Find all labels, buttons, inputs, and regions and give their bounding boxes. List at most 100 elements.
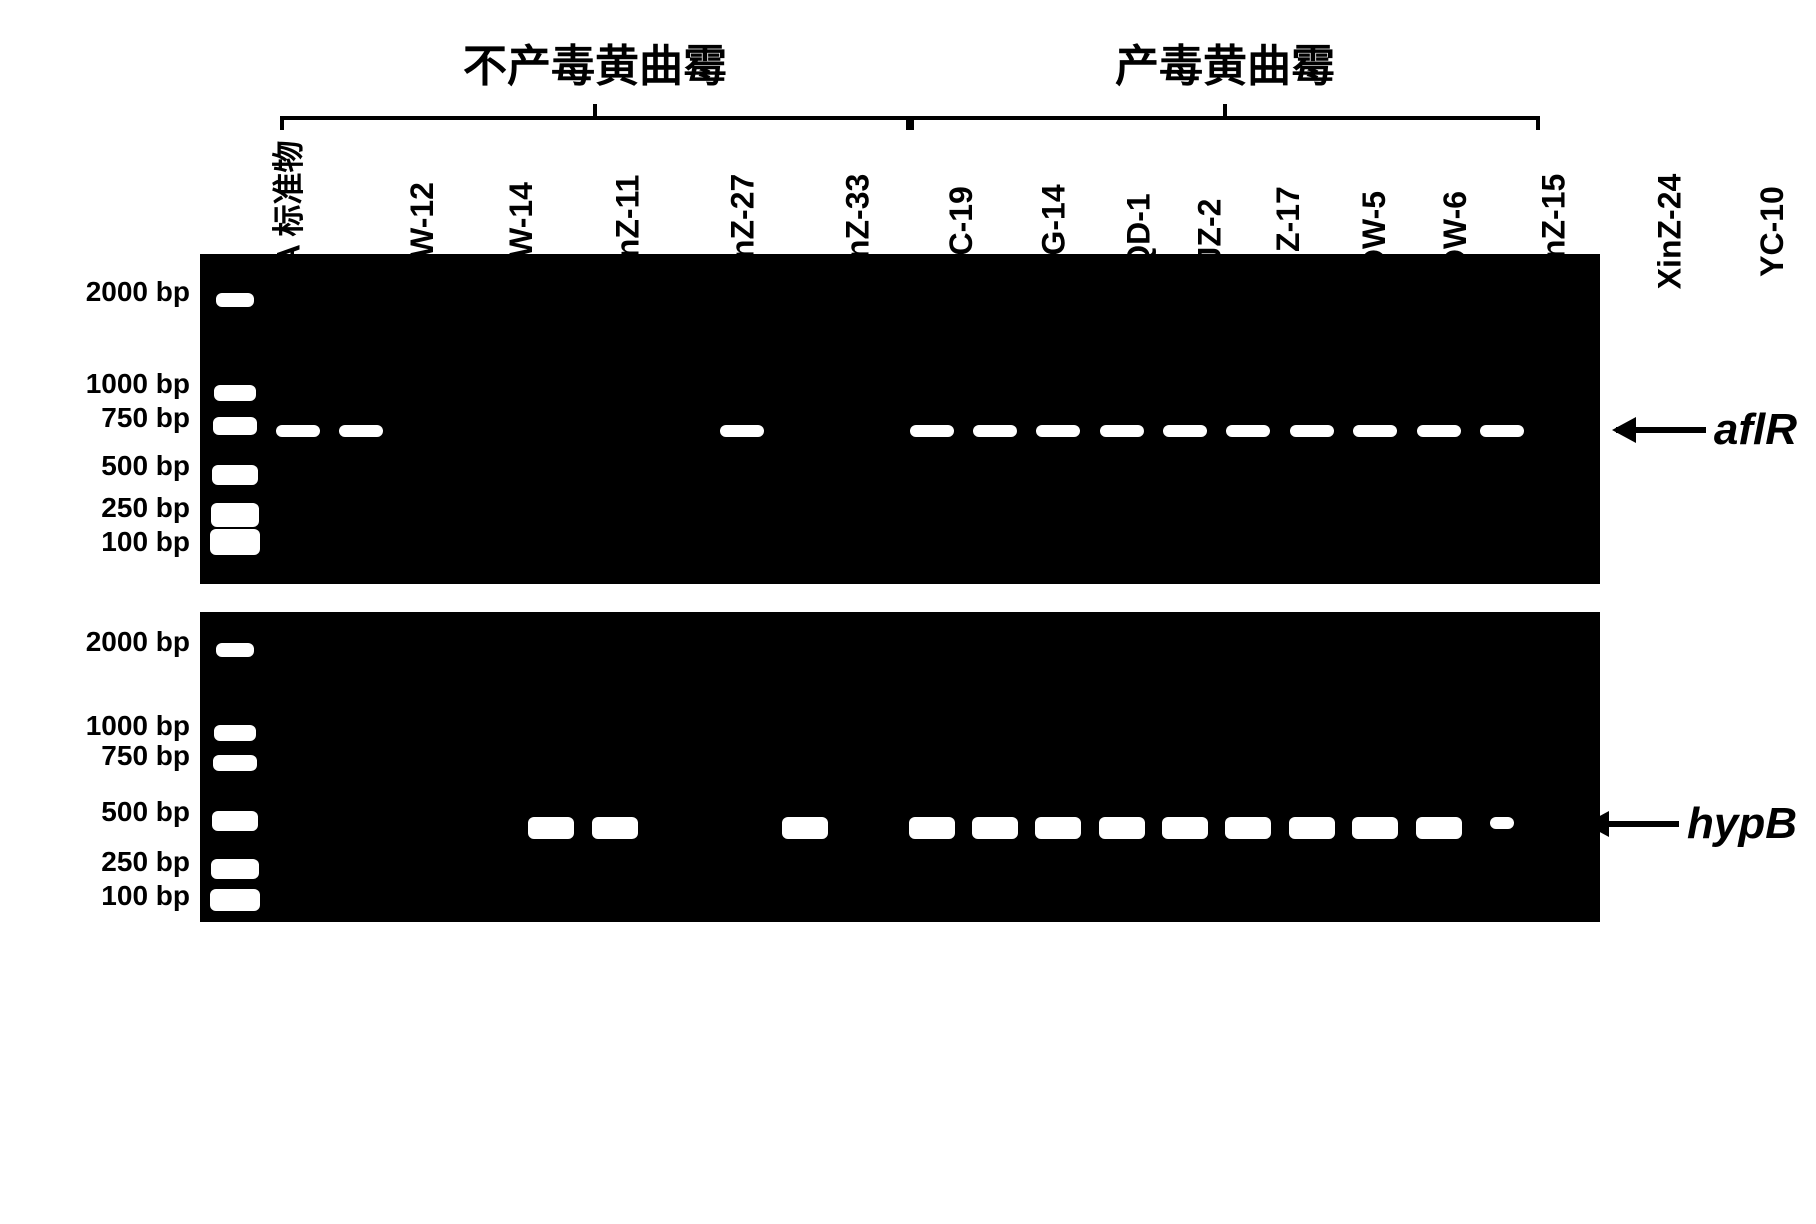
gel-aflR: aflR: [200, 254, 1600, 584]
sample-lane-FX-1: [1407, 615, 1470, 919]
sample-lane-GZ-9: [1470, 257, 1533, 581]
lane-head-YC-19: YC-19: [916, 213, 1007, 250]
lane-head-DW-5: DW-5: [1334, 213, 1415, 250]
sample-band: [782, 817, 828, 839]
gel-aflR-row: 2000 bp1000 bp750 bp500 bp250 bp100 bp a…: [60, 254, 1756, 584]
lane-head-XinZ-24: XinZ-24: [1612, 213, 1728, 250]
sample-band: [1290, 425, 1334, 437]
ladder-band: [216, 643, 254, 657]
water-lane: [1534, 257, 1597, 581]
sample-band: [1226, 425, 1270, 437]
sample-lane-GZ-9: [1470, 615, 1533, 919]
sample-band: [339, 425, 383, 437]
sample-lane-DW-12: [266, 615, 329, 919]
sample-lane-QD-1: [710, 615, 773, 919]
sample-band: [1352, 817, 1398, 839]
sample-lane-JZ-2: [773, 257, 836, 581]
brace-tox: [910, 98, 1540, 128]
sample-lane-DW-5: [900, 257, 963, 581]
sample-band: [972, 817, 1018, 839]
sample-lane-HG-12: [1217, 615, 1280, 919]
lane-head-DW-6: DW-6: [1415, 213, 1496, 250]
lane-head-YC-10: YC-10: [1727, 213, 1816, 250]
ladder-band: [216, 293, 254, 307]
lane-head-YC-10-text: YC-10: [1754, 186, 1791, 277]
sample-lane-JZ-2: [773, 615, 836, 919]
arrow-icon: [1589, 821, 1679, 827]
sample-lane-XinZ-27: [456, 257, 519, 581]
lane-head-GZ-17: GZ-17: [1243, 213, 1334, 250]
sample-lane-HG-14: [647, 615, 710, 919]
size-marker-label: 1000 bp: [86, 368, 190, 400]
group-non-toxigenic: 不产毒黄曲霉: [280, 30, 910, 120]
ladder-band: [213, 417, 257, 435]
ladder-band: [214, 385, 256, 401]
ladder-band: [212, 811, 258, 831]
sample-lane-HG-24: [1280, 615, 1343, 919]
size-marker-label: 100 bp: [101, 880, 190, 912]
sample-lane-GZ-17: [837, 257, 900, 581]
sample-lane-DW-6: [963, 615, 1026, 919]
lane-head-XinZ-33: XinZ-33: [800, 213, 916, 250]
sample-lane-QD-1: [710, 257, 773, 581]
gene-label-hypB: hypB: [1589, 799, 1797, 849]
lane-headers: DNA 标准物DW-12DW-14XinZ-11XinZ-27XinZ-33YC…: [200, 120, 1600, 250]
size-marker-label: 750 bp: [101, 402, 190, 434]
ladder-band: [214, 725, 256, 741]
sample-band: [1289, 817, 1335, 839]
ladder-lane: [203, 615, 266, 919]
gene-label-hypB-text: hypB: [1687, 799, 1797, 849]
sample-lane-HG-14: [647, 257, 710, 581]
ladder-band: [210, 889, 260, 911]
ladder-band: [210, 529, 260, 555]
lane-head-DW-12: DW-12: [373, 213, 472, 250]
sample-lane-XinZ-11: [393, 615, 456, 919]
size-markers-hypB: 2000 bp1000 bp750 bp500 bp250 bp100 bp: [60, 612, 200, 922]
size-marker-label: 500 bp: [101, 450, 190, 482]
sample-band: [910, 425, 954, 437]
sample-lane-DW-12: [266, 257, 329, 581]
ladder-band: [212, 465, 258, 485]
lane-head-XinZ-15: XinZ-15: [1496, 213, 1612, 250]
sample-lane-XinZ-15: [1027, 257, 1090, 581]
sample-band: [973, 425, 1017, 437]
gel-figure: 不产毒黄曲霉 产毒黄曲霉 DNA 标准物DW-12DW-14XinZ-11Xin…: [0, 0, 1816, 1224]
lane-head-XinZ-11: XinZ-11: [571, 213, 685, 250]
group-label-non: 不产毒黄曲霉: [280, 30, 910, 94]
group-label-tox: 产毒黄曲霉: [910, 30, 1540, 94]
sample-lane-GZ-17: [837, 615, 900, 919]
sample-band: [1416, 817, 1462, 839]
ladder-band: [211, 859, 259, 879]
size-marker-label: 250 bp: [101, 492, 190, 524]
lane-head-QD-1: QD-1: [1101, 213, 1177, 250]
ladder-band: [211, 503, 259, 527]
sample-band: [1163, 425, 1207, 437]
lane-head-XinZ-27: XinZ-27: [685, 213, 801, 250]
gel-hypB-row: 2000 bp1000 bp750 bp500 bp250 bp100 bp h…: [60, 612, 1756, 922]
sample-band: [909, 817, 955, 839]
size-marker-label: 500 bp: [101, 796, 190, 828]
sample-lane-XinZ-11: [393, 257, 456, 581]
sample-band: [1353, 425, 1397, 437]
sample-lane-XinZ-33: [520, 615, 583, 919]
sample-lane-YC-10: [1153, 257, 1216, 581]
lane-head-HG-14: HG-14: [1007, 213, 1101, 250]
sample-lane-QD-15: [1343, 257, 1406, 581]
sample-band: [1099, 817, 1145, 839]
brace-non: [280, 98, 910, 128]
gene-label-aflR: aflR: [1616, 405, 1797, 455]
group-toxigenic: 产毒黄曲霉: [910, 30, 1540, 120]
sample-band: [1480, 425, 1524, 437]
sample-lane-YC-10: [1153, 615, 1216, 919]
sample-lane-QD-15: [1343, 615, 1406, 919]
gel-hypB: hypB: [200, 612, 1600, 922]
group-labels-row: 不产毒黄曲霉 产毒黄曲霉: [280, 30, 1540, 120]
sample-lane-HG-24: [1280, 257, 1343, 581]
sample-lane-XinZ-33: [520, 257, 583, 581]
sample-band: [592, 817, 638, 839]
sample-lane-DW-5: [900, 615, 963, 919]
sample-lane-XinZ-24: [1090, 257, 1153, 581]
sample-band: [528, 817, 574, 839]
sample-lane-HG-12: [1217, 257, 1280, 581]
lane-head-marker: DNA 标准物: [200, 204, 373, 250]
